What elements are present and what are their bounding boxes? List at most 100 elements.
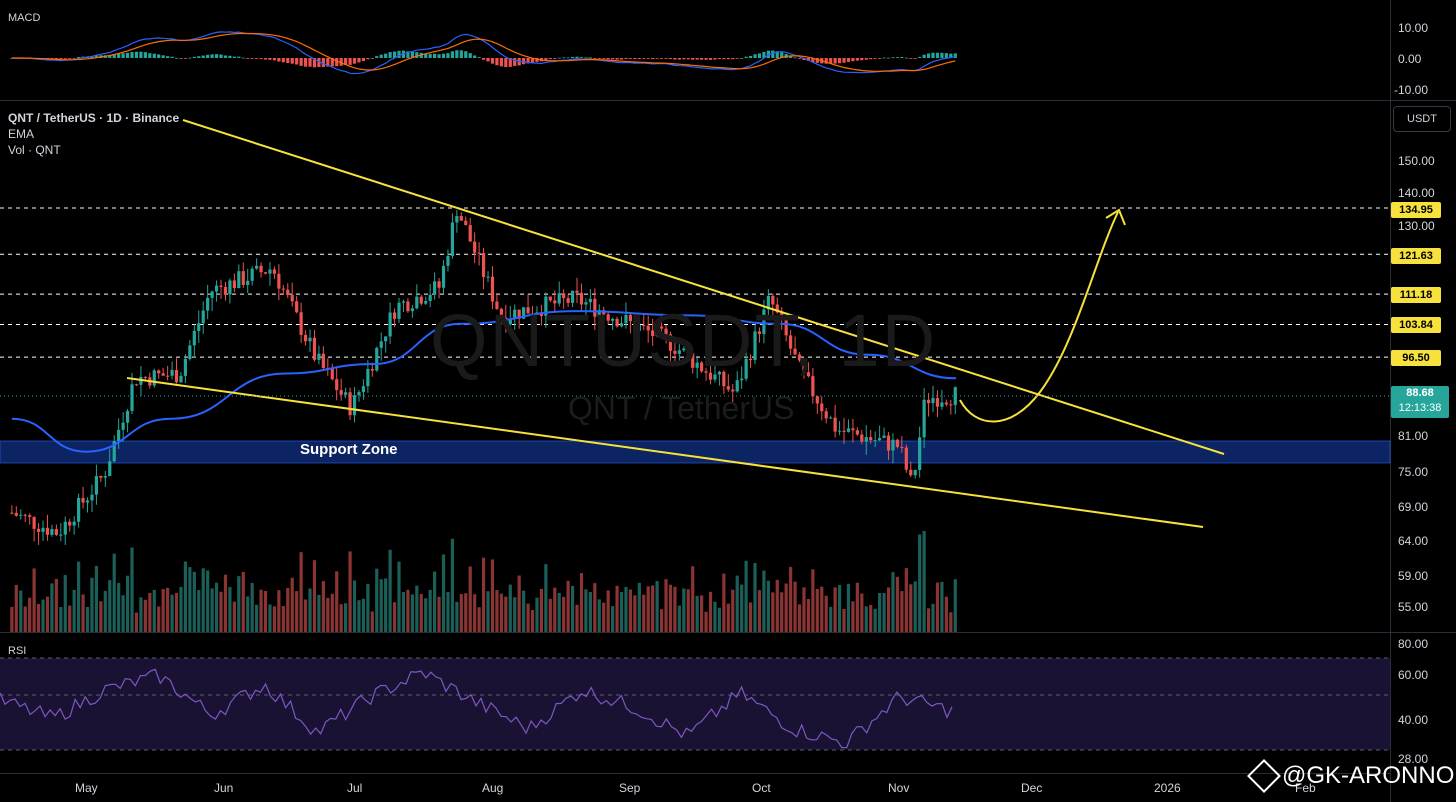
candle-body — [579, 292, 584, 305]
macd-histogram-bar — [682, 58, 686, 60]
volume-bar — [695, 595, 699, 632]
macd-histogram-bar — [508, 58, 512, 67]
volume-bar — [326, 597, 330, 632]
volume-bar — [10, 606, 14, 632]
volume-bar — [606, 590, 610, 632]
candle-body — [922, 399, 926, 438]
macd-histogram-bar — [771, 50, 775, 58]
macd-histogram-bar — [201, 55, 205, 58]
volume-bar — [851, 601, 855, 632]
candle-body — [54, 529, 58, 535]
macd-histogram-bar — [68, 58, 72, 59]
macd-histogram-bar — [295, 58, 299, 65]
macd-histogram-bar — [437, 54, 441, 58]
candle-body — [10, 512, 14, 514]
volume-bar — [237, 576, 241, 632]
volume-bar — [575, 604, 579, 632]
macd-histogram-bar — [713, 58, 717, 60]
macd-histogram-bar — [530, 58, 535, 63]
candle-body — [108, 461, 112, 477]
macd-histogram-bar — [214, 54, 219, 58]
candle-body — [664, 328, 668, 335]
volume-bar — [553, 587, 557, 632]
macd-histogram-bar — [548, 58, 552, 60]
candle-body — [375, 347, 379, 371]
macd-histogram-bar — [157, 54, 161, 58]
candle-body — [628, 314, 633, 322]
macd-histogram-bar — [949, 53, 953, 58]
candle-body — [197, 323, 201, 331]
macd-histogram-bar — [611, 58, 615, 60]
volume-bar — [775, 579, 779, 632]
volume-bar — [419, 593, 423, 632]
candle-body — [85, 500, 90, 503]
macd-histogram-bar — [522, 58, 526, 65]
volume-legend[interactable]: Vol · QNT — [8, 143, 61, 157]
candle-body — [757, 331, 762, 334]
volume-bar — [744, 560, 748, 632]
macd-histogram-bar — [139, 51, 143, 58]
volume-bar — [28, 597, 32, 632]
candle-body — [192, 330, 196, 346]
volume-bar — [50, 583, 54, 632]
macd-histogram-bar — [762, 51, 766, 58]
macd-histogram-bar — [246, 58, 250, 59]
macd-histogram-bar — [232, 56, 236, 58]
volume-bar — [944, 596, 948, 632]
candle-body — [415, 296, 419, 309]
candle-body — [166, 375, 170, 377]
candle-body — [882, 435, 886, 439]
currency-button[interactable]: USDT — [1393, 106, 1451, 132]
macd-histogram-bar — [143, 52, 147, 58]
volume-bar — [517, 575, 521, 632]
last-price: 88.68 — [1406, 387, 1434, 399]
volume-bar — [860, 593, 864, 632]
candle-body — [464, 220, 468, 226]
candle-body — [143, 376, 147, 378]
volume-bar — [584, 589, 588, 632]
candle-body — [232, 280, 236, 288]
macd-histogram-bar — [651, 58, 655, 59]
candle-body — [157, 370, 161, 374]
candle-body — [562, 293, 566, 299]
macd-histogram-bar — [308, 58, 312, 67]
volume-bar — [223, 574, 228, 632]
candle-body — [673, 350, 677, 354]
legend: QNT / TetherUS · 1D · Binance EMA Vol · … — [8, 110, 179, 158]
macd-histogram-bar — [272, 58, 277, 61]
macd-tick: 10.00 — [1398, 21, 1429, 35]
macd-histogram-bar — [406, 51, 410, 58]
candle-body — [410, 308, 414, 312]
ema-legend[interactable]: EMA — [8, 127, 35, 141]
volume-bar — [232, 601, 236, 632]
macd-histogram-bar — [477, 57, 481, 58]
macd-histogram-bar — [659, 58, 664, 59]
candle-body — [949, 404, 953, 406]
macd-histogram-bar — [570, 56, 575, 58]
candle-body — [370, 369, 374, 371]
volume-bar — [295, 591, 299, 632]
candle-body — [250, 268, 254, 281]
candle-body — [214, 285, 219, 292]
macd-histogram-bar — [223, 55, 228, 58]
symbol-title[interactable]: QNT / TetherUS · 1D · Binance — [8, 111, 180, 125]
candle-body — [784, 318, 788, 336]
candle-body — [691, 353, 695, 368]
macd-histogram-bar — [873, 58, 877, 59]
candle-body — [219, 285, 223, 287]
candle-body — [762, 309, 766, 334]
macd-pane-title: MACD — [8, 12, 41, 24]
candle-body — [255, 265, 259, 269]
macd-histogram-bar — [259, 58, 263, 59]
macd-histogram-bar — [584, 57, 588, 59]
volume-bar — [900, 591, 904, 632]
candle-body — [793, 348, 797, 355]
volume-bar — [829, 606, 833, 632]
volume-bar — [134, 612, 139, 632]
candle-body — [682, 348, 686, 351]
volume-bar — [259, 589, 263, 632]
candle-body — [308, 337, 312, 342]
macd-histogram-bar — [241, 57, 245, 59]
macd-histogram-bar — [606, 58, 610, 60]
